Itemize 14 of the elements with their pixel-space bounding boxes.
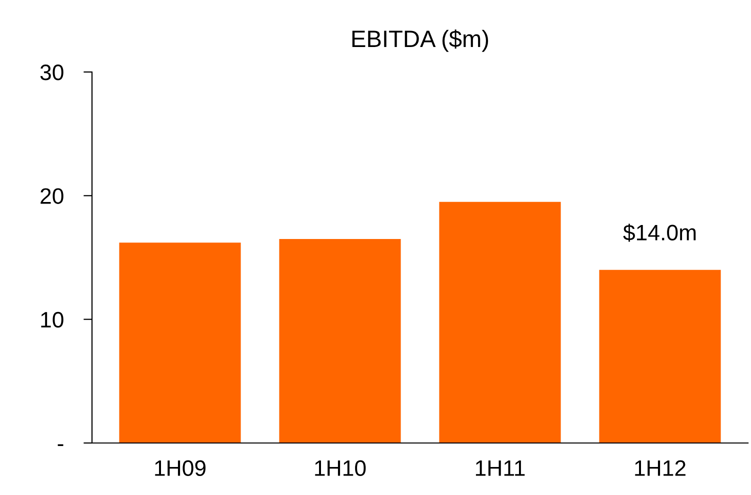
- data-label: $14.0m: [623, 224, 696, 242]
- x-tick-label: 1H09: [155, 460, 206, 476]
- chart-title: EBITDA ($m): [352, 30, 488, 52]
- y-tick-label: -: [58, 444, 64, 446]
- bar: [279, 238, 401, 443]
- x-tick-label: 1H10: [315, 460, 366, 476]
- y-tick-label: 20: [40, 188, 64, 204]
- bar: [439, 202, 561, 443]
- x-tick-label: 1H12: [635, 460, 686, 476]
- y-tick-label: 30: [40, 64, 64, 80]
- x-tick-label: 1H11: [476, 460, 525, 476]
- y-tick-label: 10: [41, 312, 64, 328]
- bar: [119, 242, 241, 443]
- bar: [599, 270, 721, 443]
